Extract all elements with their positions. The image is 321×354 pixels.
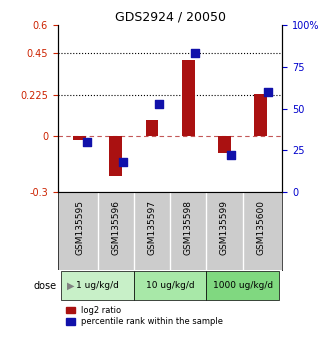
Text: dose: dose (34, 281, 57, 291)
FancyBboxPatch shape (61, 271, 134, 300)
Bar (146, 120, 158, 136)
Text: GSM135599: GSM135599 (220, 200, 229, 255)
Text: GSM135598: GSM135598 (184, 200, 193, 255)
Text: 1 ug/kg/d: 1 ug/kg/d (76, 281, 119, 290)
Point (265, 89, 270, 95)
FancyBboxPatch shape (206, 271, 279, 300)
Point (84, 139, 89, 145)
Point (156, 101, 161, 106)
Bar (254, 94, 267, 136)
FancyBboxPatch shape (134, 271, 206, 300)
Point (229, 153, 234, 158)
Legend: log2 ratio, percentile rank within the sample: log2 ratio, percentile rank within the s… (66, 306, 223, 326)
Text: 10 ug/kg/d: 10 ug/kg/d (146, 281, 195, 290)
Text: ▶: ▶ (67, 281, 74, 291)
Bar (182, 60, 195, 136)
Bar (73, 136, 86, 140)
Text: GSM135596: GSM135596 (111, 200, 120, 255)
Bar (218, 136, 231, 153)
Point (120, 159, 125, 165)
Text: 1000 ug/kg/d: 1000 ug/kg/d (213, 281, 273, 290)
Text: GSM135597: GSM135597 (148, 200, 157, 255)
Bar (109, 136, 122, 176)
Text: GSM135595: GSM135595 (75, 200, 84, 255)
Text: GSM135600: GSM135600 (256, 200, 265, 255)
Title: GDS2924 / 20050: GDS2924 / 20050 (115, 11, 226, 24)
Point (193, 50, 198, 56)
